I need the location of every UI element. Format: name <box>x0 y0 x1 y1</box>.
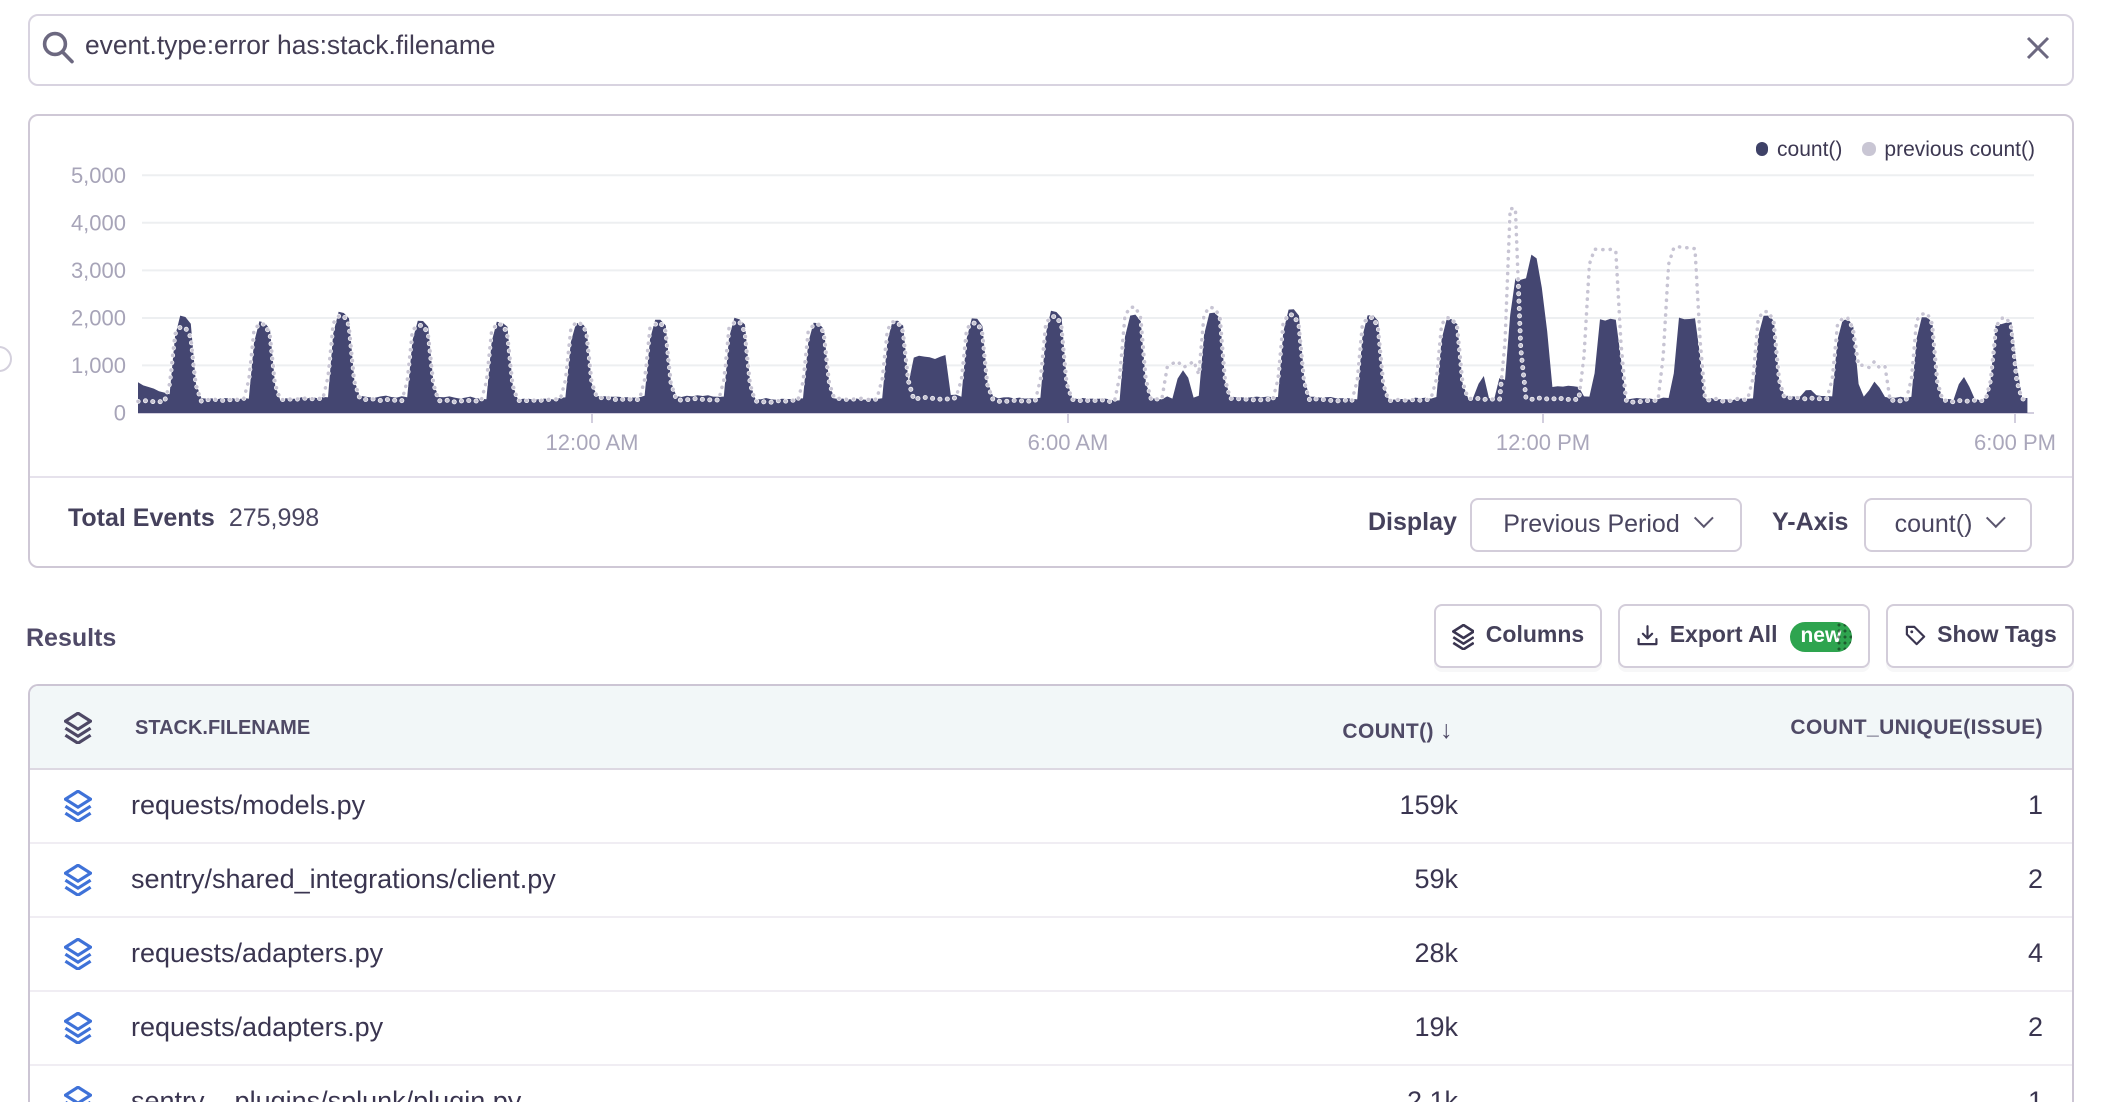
svg-text:12:00 AM: 12:00 AM <box>546 430 639 455</box>
svg-text:6:00 AM: 6:00 AM <box>1028 430 1109 455</box>
svg-text:3,000: 3,000 <box>71 258 126 283</box>
svg-text:6:00 PM: 6:00 PM <box>1974 430 2056 455</box>
svg-text:1,000: 1,000 <box>71 353 126 378</box>
svg-text:2,000: 2,000 <box>71 306 126 331</box>
svg-text:4,000: 4,000 <box>71 210 126 235</box>
svg-text:0: 0 <box>114 401 126 426</box>
svg-text:5,000: 5,000 <box>71 163 126 188</box>
svg-text:12:00 PM: 12:00 PM <box>1496 430 1590 455</box>
